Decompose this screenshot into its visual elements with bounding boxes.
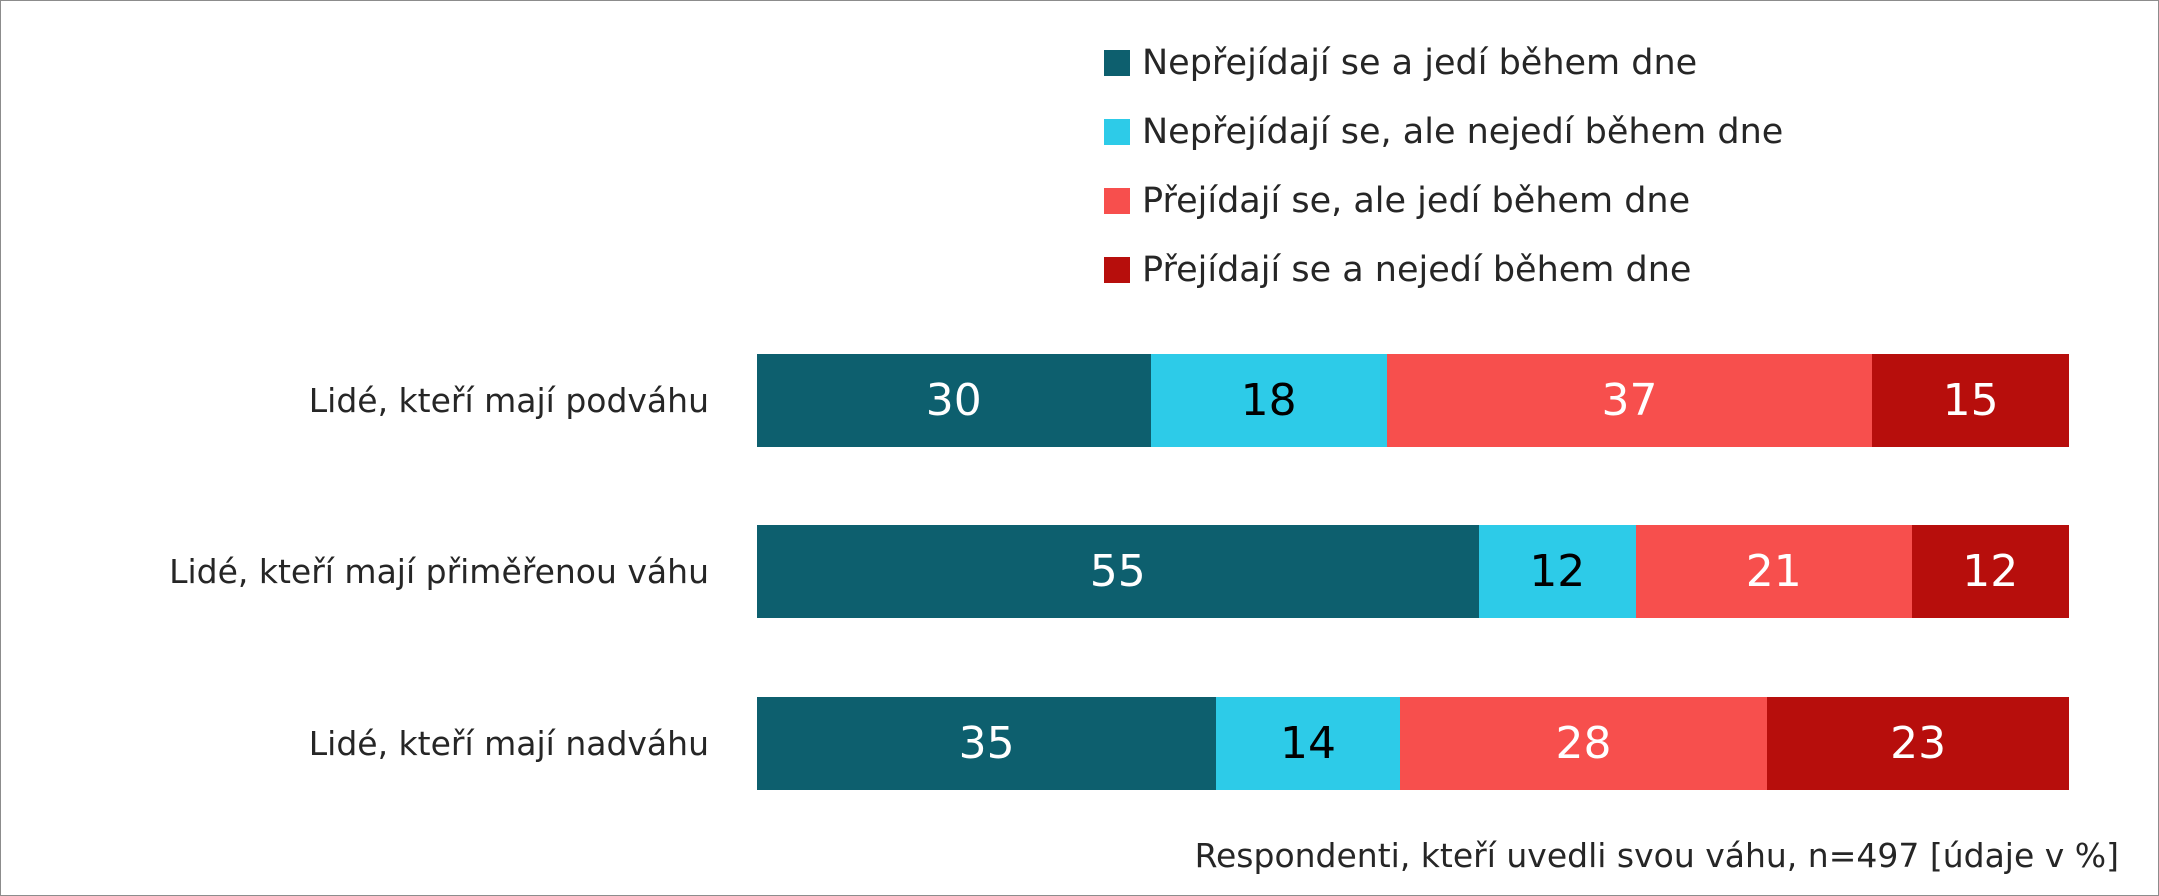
legend-label: Nepřejídají se, ale nejedí během dne [1142, 111, 1784, 152]
legend-swatch [1104, 187, 1130, 214]
bar-segment: 23 [1767, 697, 2069, 790]
bar-segment: 12 [1478, 525, 1637, 618]
bar-segment: 21 [1636, 525, 1912, 618]
legend: Nepřejídají se a jedí během dne Nepřejída… [1104, 28, 1783, 304]
legend-swatch [1104, 49, 1130, 76]
data-label: 15 [1942, 375, 1999, 426]
legend-item: Nepřejídají se a jedí během dne [1104, 28, 1783, 97]
bar-segment: 28 [1399, 697, 1768, 790]
data-label: 14 [1280, 718, 1337, 769]
legend-label: Přejídají se, ale jedí během dne [1142, 180, 1691, 221]
legend-item: Nepřejídají se, ale nejedí během dne [1104, 97, 1783, 166]
footnote: Respondenti, kteří uvedli svou váhu, n=4… [1194, 836, 2119, 875]
data-label: 21 [1745, 546, 1802, 597]
data-label: 35 [958, 718, 1015, 769]
bar-segment: 30 [757, 354, 1151, 447]
data-label: 18 [1240, 375, 1297, 426]
category-label: Lidé, kteří mají podváhu [308, 381, 709, 420]
bar-segment: 37 [1386, 354, 1873, 447]
legend-item: Přejídají se, ale jedí během dne [1104, 166, 1783, 235]
bar-segment: 15 [1872, 354, 2069, 447]
bar-segment: 12 [1911, 525, 2069, 618]
legend-swatch [1104, 256, 1130, 283]
data-label: 12 [1962, 546, 2019, 597]
bar-segment: 18 [1150, 354, 1387, 447]
bar-segment: 14 [1216, 697, 1400, 790]
category-label: Lidé, kteří mají nadváhu [308, 724, 709, 763]
data-label: 55 [1089, 546, 1146, 597]
data-label: 37 [1601, 375, 1658, 426]
data-label: 30 [925, 375, 982, 426]
legend-item: Přejídají se a nejedí během dne [1104, 235, 1783, 304]
data-label: 12 [1529, 546, 1586, 597]
legend-label: Nepřejídají se a jedí během dne [1142, 42, 1698, 83]
legend-swatch [1104, 118, 1130, 145]
data-label: 23 [1890, 718, 1947, 769]
legend-label: Přejídají se a nejedí během dne [1142, 249, 1692, 290]
data-label: 28 [1555, 718, 1612, 769]
category-label: Lidé, kteří mají přiměřenou váhu [169, 552, 709, 591]
bar-segment: 35 [757, 697, 1217, 790]
bar-segment: 55 [757, 525, 1479, 618]
